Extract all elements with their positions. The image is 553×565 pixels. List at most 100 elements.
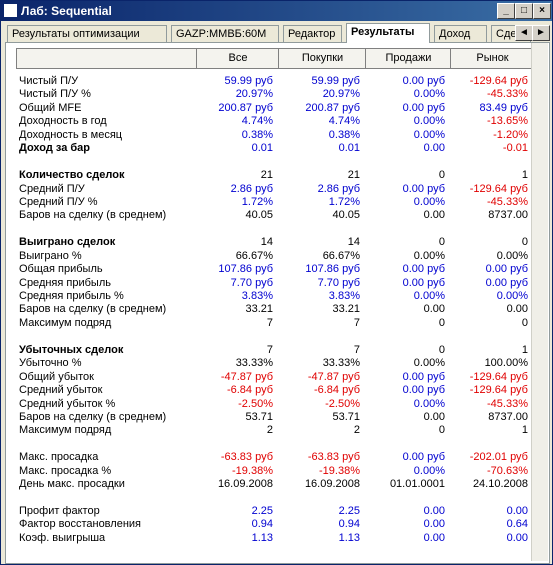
cell-value: 0.00% (413, 249, 445, 262)
cell-value: 7.70 руб (317, 276, 360, 289)
tab[interactable]: Результаты (346, 23, 430, 43)
row-label: Баров на сделку (в среднем) (19, 209, 167, 222)
results-table: Все Покупки Продажи Рынок Чистый П/У 59.99 р… (16, 48, 534, 544)
scrollbar[interactable] (531, 43, 548, 561)
cell-value: 0.00 (506, 531, 528, 544)
cell-value: 01.01.0001 (389, 478, 445, 491)
cell-value: 0.00% (496, 249, 528, 262)
cell-value: -2.50% (238, 397, 273, 410)
tab-scroll-right[interactable]: ► (532, 25, 550, 41)
table-row: Выиграно % 66.67% 66.67% 0.00% 0.00% (16, 250, 533, 263)
cell-value: 24.10.2008 (472, 478, 528, 491)
cell-value: 0.00 руб (402, 101, 445, 114)
table-row: Баров на сделку (в среднем) 53.71 53.71 0.0… (16, 411, 533, 424)
row-label: Убыточно % (19, 357, 82, 370)
table-row: Средний П/У % 1.72% 1.72% 0.00% -45.33% (16, 196, 533, 209)
cell-value: 7 (266, 316, 273, 329)
table-row: Баров на сделку (в среднем) 40.05 40.05 0.0… (16, 209, 533, 222)
row-label: Баров на сделку (в среднем) (19, 410, 167, 423)
row-label: Средний убыток (19, 384, 103, 397)
row-label: Коэф. выигрыша (19, 531, 106, 544)
cell-value: 0.00 руб (402, 182, 445, 195)
table-row: Средний П/У 2.86 руб 2.86 руб 0.00 руб -129.… (16, 183, 533, 196)
table-row: Макс. просадка % -19.38% -19.38% 0.00% -70.6… (16, 465, 533, 478)
cell-value: -1.20% (493, 128, 528, 141)
maximize-button[interactable]: □ (515, 3, 533, 19)
cell-value: 1 (521, 169, 528, 182)
minimize-button[interactable]: _ (497, 3, 515, 19)
cell-value: 0.00 руб (485, 276, 528, 289)
table-row: Фактор восстановления 0.94 0.94 0.00 0.64 (16, 518, 533, 531)
cell-value: 0.00 руб (402, 370, 445, 383)
tab[interactable]: Редактор (283, 25, 342, 42)
cell-value: 7 (353, 316, 360, 329)
row-label: Средний П/У % (19, 195, 98, 208)
cell-value: 8737.00 (488, 209, 528, 222)
row-label: Количество сделок (19, 169, 125, 182)
row-label: Максимум подряд (19, 424, 112, 437)
cell-value: 0.00 (423, 303, 445, 316)
cell-value: -45.33% (487, 88, 528, 101)
cell-value: -13.65% (487, 115, 528, 128)
table-row: Доходность в месяц 0.38% 0.38% 0.00% -1.20% (16, 129, 533, 142)
table-row: Выиграно сделок 14 14 0 0 (16, 236, 533, 249)
column-header[interactable]: Все (196, 49, 279, 68)
spacer-row (16, 492, 533, 505)
cell-value: 14 (260, 236, 273, 249)
column-header[interactable]: Рынок (450, 49, 534, 68)
cell-value: 200.87 руб (305, 101, 360, 114)
row-label: Убыточных сделок (19, 343, 124, 356)
cell-value: 0.00% (413, 88, 445, 101)
cell-value: 0 (438, 316, 445, 329)
cell-value: 0.00 руб (402, 384, 445, 397)
table-row: Общая прибыль 107.86 руб 107.86 руб 0.00 ру… (16, 263, 533, 276)
table-body: Чистый П/У 59.99 руб 59.99 руб 0.00 руб -129… (16, 75, 533, 545)
cell-value: 16.09.2008 (217, 478, 273, 491)
table-row: Доходность в год 4.74% 4.74% 0.00% -13.65% (16, 115, 533, 128)
table-row: Количество сделок 21 21 0 1 (16, 169, 533, 182)
cell-value: 0.00 руб (485, 263, 528, 276)
cell-value: 1.72% (241, 195, 273, 208)
cell-value: -19.38% (232, 464, 273, 477)
cell-value: 0.00% (413, 290, 445, 302)
cell-value: 20.97% (322, 88, 360, 101)
cell-value: 14 (347, 236, 360, 249)
cell-value: 0.01 (251, 142, 273, 155)
cell-value: 21 (347, 169, 360, 182)
cell-value: -202.01 руб (469, 451, 528, 464)
cell-value: 0.00 руб (402, 75, 445, 87)
tab[interactable]: Доход (434, 25, 487, 42)
cell-value: 0 (438, 424, 445, 437)
row-label: Доходность в месяц (19, 128, 123, 141)
table-row: Средняя прибыль % 3.83% 3.83% 0.00% 0.00% (16, 290, 533, 303)
cell-value: 2.86 руб (230, 182, 273, 195)
cell-value: 0.00 (423, 505, 445, 517)
column-header[interactable]: Покупки (278, 49, 366, 68)
row-label: Общая прибыль (19, 263, 103, 276)
cell-value: 0 (438, 343, 445, 356)
table-row: Общий убыток -47.87 руб -47.87 руб 0.00 руб… (16, 371, 533, 384)
cell-value: 83.49 руб (479, 101, 528, 114)
cell-value: 0.01 (338, 142, 360, 155)
table-row: Средний убыток -6.84 руб -6.84 руб 0.00 руб… (16, 384, 533, 397)
tab-scroll-left[interactable]: ◄ (515, 25, 533, 41)
spacer-row (16, 438, 533, 451)
cell-value: -6.84 руб (313, 384, 360, 397)
cell-value: 2.86 руб (317, 182, 360, 195)
cell-value: 0.00 (423, 142, 445, 155)
cell-value: 1 (521, 424, 528, 437)
cell-value: 0.00% (413, 397, 445, 410)
close-button[interactable]: × (533, 3, 551, 19)
column-header[interactable]: Продажи (365, 49, 451, 68)
tab[interactable]: GAZP:ММВБ:60M (171, 25, 279, 42)
cell-value: 1.13 (251, 531, 273, 544)
cell-value: 0.00 руб (402, 276, 445, 289)
cell-value: -129.64 руб (469, 370, 528, 383)
cell-value: 2 (266, 424, 273, 437)
row-label: Доходность в год (19, 115, 107, 128)
cell-value: 0.00% (413, 195, 445, 208)
tab[interactable]: Результаты оптимизации (7, 25, 167, 42)
spacer-row (16, 330, 533, 343)
cell-value: 7.70 руб (230, 276, 273, 289)
row-label: Общий MFE (19, 101, 82, 114)
